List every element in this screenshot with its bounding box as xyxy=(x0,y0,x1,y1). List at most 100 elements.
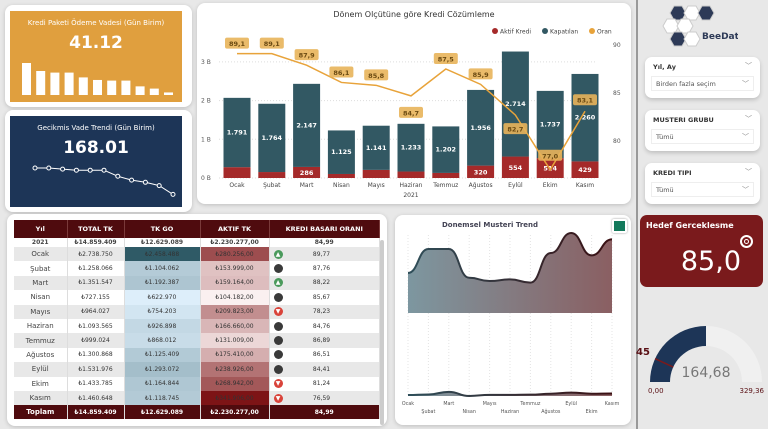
sparkline-point xyxy=(170,191,176,197)
legend-label: Kapatılan xyxy=(550,29,578,36)
kpi-title: Gecikmis Vade Trendi (Gün Birim) xyxy=(37,124,155,132)
slicer-dropdown[interactable]: Tümü ﹀ xyxy=(651,182,754,197)
y2-tick: 85 xyxy=(613,90,621,97)
total-cell: ₺12.629.089 xyxy=(124,405,201,420)
group-cell: 2021 xyxy=(14,238,68,247)
month-cell: Eylül xyxy=(14,362,68,377)
table-row[interactable]: Nisan ₺727.155 ₺622.970 ₺104.182,00 85,67 xyxy=(14,290,380,305)
oran-label: 84,7 xyxy=(403,109,419,117)
slicer-2[interactable]: KREDI TIPI ﹀ Tümü ﹀ xyxy=(645,163,760,204)
column-header[interactable]: Yıl xyxy=(14,220,68,238)
slicer-label: KREDI TIPI xyxy=(653,169,692,177)
oran-label-bg xyxy=(538,149,563,161)
y-tick: 0 B xyxy=(201,175,211,182)
table-row[interactable]: Ekim ₺1.433.785 ₺1.164.844 ₺268.942,00 ▼ 81,2… xyxy=(14,376,380,391)
bar-label: 2.260 xyxy=(575,114,596,122)
bar-aktif xyxy=(501,156,529,178)
table-row[interactable]: Şubat ₺1.258.066 ₺1.104.062 ₺153.999,00 87,7… xyxy=(14,261,380,276)
total-cell: Toplam xyxy=(14,405,68,420)
trend-down-icon: ▼ xyxy=(273,379,283,389)
neutral-circle-icon xyxy=(273,264,283,274)
table-row[interactable]: Mart ₺1.351.547 ₺1.192.387 ₺159.164,00 ▲ 88,2… xyxy=(14,275,380,291)
oran-cell: 84,41 xyxy=(269,362,380,377)
table-cell: ₺280.256,00 xyxy=(200,247,270,262)
sparkline-point xyxy=(142,179,148,185)
oran-cell: ▲ 89,77 xyxy=(269,247,380,262)
month-cell: Kasım xyxy=(14,390,68,406)
gauge-fill xyxy=(650,326,706,382)
slicer-dropdown[interactable]: Tümü ﹀ xyxy=(651,129,754,144)
table-cell: ₺1.104.062 xyxy=(124,261,201,276)
column-header[interactable]: TOTAL TK xyxy=(67,220,125,238)
bar-aktif xyxy=(293,166,321,178)
month-cell: Mart xyxy=(14,275,68,291)
slicer-1[interactable]: MUSTERI GRUBU ﹀ Tümü ﹀ xyxy=(645,110,760,151)
gauge-target-label: 45 xyxy=(636,347,650,358)
month-cell: Ekim xyxy=(14,376,68,391)
table-row[interactable]: Temmuz ₺999.024 ₺868.012 ₺131.009,00 86,89 xyxy=(14,333,380,348)
table-cell: ₺868.012 xyxy=(124,333,201,348)
table-cell: ₺166.660,00 xyxy=(200,318,270,334)
x-tick: Eylül xyxy=(508,182,523,189)
table-row[interactable]: Mayıs ₺964.027 ₺754.203 ₺209.823,00 ▼ 78,23 xyxy=(14,304,380,319)
oran-label: 82,7 xyxy=(507,126,523,134)
x-tick: Kasım xyxy=(576,182,594,189)
table-cell: ₺153.999,00 xyxy=(200,261,270,276)
table-row[interactable]: Ağustos ₺1.300.868 ₺1.125.409 ₺175.410,00 86… xyxy=(14,347,380,363)
table-scrollbar[interactable] xyxy=(380,240,384,425)
area-line xyxy=(407,390,613,398)
oran-label: 89,1 xyxy=(229,40,246,48)
group-cell: ₺12.629.089 xyxy=(124,238,201,247)
x-tick: Haziran xyxy=(400,182,423,189)
chevron-down-icon[interactable]: ﹀ xyxy=(745,115,752,123)
oran-line xyxy=(237,52,586,172)
table-row[interactable]: Ocak ₺2.738.750 ₺2.458.488 ₺280.256,00 ▲ 89,7… xyxy=(14,247,380,262)
chevron-down-icon[interactable]: ﹀ xyxy=(745,62,752,70)
table-view-icon[interactable] xyxy=(612,219,627,233)
bar-aktif xyxy=(223,167,251,178)
y-tick: 1 B xyxy=(201,136,211,143)
table-row[interactable]: Haziran ₺1.093.565 ₺926.898 ₺166.660,00 84,7… xyxy=(14,318,380,334)
x-tick: Ocak xyxy=(402,401,414,407)
sparkline-point xyxy=(115,173,121,179)
column-header[interactable]: AKTIF TK xyxy=(200,220,270,238)
table-cell: ₺622.970 xyxy=(124,290,201,305)
column-header[interactable]: KREDI BASARI ORANI xyxy=(269,220,380,238)
bar-aktif xyxy=(327,173,355,178)
kpi-value: 41.12 xyxy=(69,33,123,53)
group-row[interactable]: 2021 ₺14.859.409 ₺12.629.089 ₺2.230.277,00 8… xyxy=(14,238,380,247)
oran-value: 86,89 xyxy=(312,337,331,345)
bar-kapatilan xyxy=(536,90,564,159)
table-row[interactable]: Eylül ₺1.531.976 ₺1.293.072 ₺238.926,00 84,4… xyxy=(14,362,380,377)
neutral-circle-icon xyxy=(273,350,283,360)
chevron-down-icon[interactable]: ﹀ xyxy=(745,168,752,176)
table-cell: ₺341.906,00 xyxy=(200,390,270,406)
column-header[interactable]: TK GO xyxy=(124,220,201,238)
bar-aktif xyxy=(432,172,460,178)
bar-aktif xyxy=(362,169,390,178)
month-cell: Haziran xyxy=(14,318,68,334)
bar-kapatilan xyxy=(327,130,355,174)
oran-label-bg xyxy=(294,49,319,61)
month-cell: Şubat xyxy=(14,261,68,276)
beedata-logo: BeeData xyxy=(658,4,745,48)
bar-label: 429 xyxy=(578,166,592,174)
oran-value: 85,67 xyxy=(312,293,331,301)
bar-aktif xyxy=(397,171,425,178)
bar-label: 1.956 xyxy=(470,124,491,132)
month-cell: Ağustos xyxy=(14,347,68,363)
table-cell: ₺1.293.072 xyxy=(124,362,201,377)
month-cell: Mayıs xyxy=(14,304,68,319)
slicer-0[interactable]: Yıl, Ay ﹀ Birden fazla seçim ﹀ xyxy=(645,57,760,98)
x-tick: Mart xyxy=(300,182,314,189)
oran-value: 86,51 xyxy=(312,351,331,359)
legend-marker xyxy=(589,28,595,34)
table-row[interactable]: Kasım ₺1.460.648 ₺1.118.745 ₺341.906,00 ▼ 76,… xyxy=(14,390,380,406)
kpi-value: 168.01 xyxy=(63,138,129,158)
bar-label: 1.233 xyxy=(401,144,422,152)
slicer-dropdown[interactable]: Birden fazla seçim ﹀ xyxy=(651,76,754,91)
table-cell: ₺1.093.565 xyxy=(67,318,125,334)
gauge-target-marker xyxy=(654,358,674,368)
oran-label: 85,9 xyxy=(473,71,490,79)
x-tick: Şubat xyxy=(263,182,281,189)
